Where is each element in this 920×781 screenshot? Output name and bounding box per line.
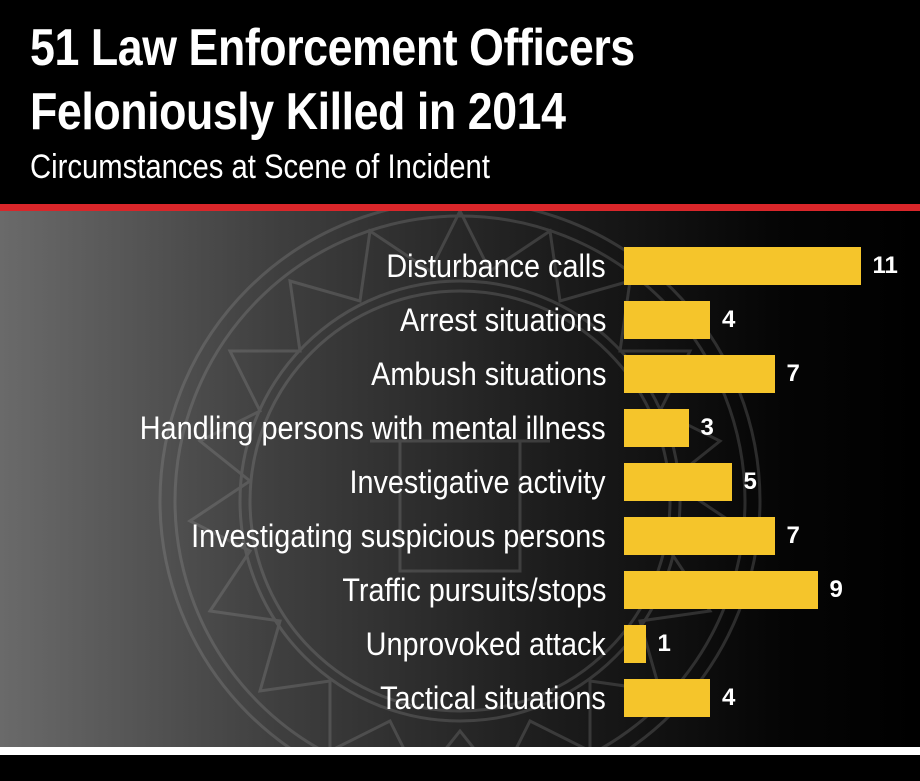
bar-row: Ambush situations 7: [0, 353, 920, 395]
category-label: Disturbance calls: [386, 248, 606, 284]
bar-row: Arrest situations 4: [0, 299, 920, 341]
category-label: Investigative activity: [349, 464, 606, 500]
value-label: 7: [786, 360, 800, 387]
bar-row: Handling persons with mental illness 3: [0, 407, 920, 449]
value-label: 3: [700, 414, 714, 441]
category-label: Ambush situations: [370, 356, 606, 392]
chart-title-line-2: Feloniously Killed in 2014: [30, 83, 566, 141]
bar-row: Disturbance calls 11: [0, 245, 920, 287]
category-label: Tactical situations: [380, 680, 606, 716]
chart-panel: Disturbance calls 11 Arrest situations 4 Amb…: [0, 211, 920, 747]
bar: [624, 301, 710, 339]
bar: [624, 409, 689, 447]
bar: [624, 247, 861, 285]
value-label: 4: [722, 684, 736, 711]
footer-band: [0, 755, 920, 781]
chart-subtitle: Circumstances at Scene of Incident: [30, 148, 490, 186]
bar-row: Traffic pursuits/stops 9: [0, 569, 920, 611]
category-label: Investigating suspicious persons: [191, 518, 606, 554]
bar: [624, 679, 710, 717]
value-label: 9: [829, 576, 843, 603]
white-divider: [0, 747, 920, 755]
header: 51 Law Enforcement Officers Feloniously …: [0, 0, 920, 204]
category-label: Traffic pursuits/stops: [341, 572, 606, 608]
value-label: 7: [786, 522, 800, 549]
value-label: 1: [657, 630, 671, 657]
value-label: 11: [872, 252, 898, 279]
category-label: Handling persons with mental illness: [140, 410, 606, 446]
bar-row: Investigating suspicious persons 7: [0, 515, 920, 557]
chart-title-line-1: 51 Law Enforcement Officers: [30, 19, 635, 77]
bar: [624, 571, 818, 609]
bar-row: Tactical situations 4: [0, 677, 920, 719]
value-label: 4: [722, 306, 736, 333]
bar: [624, 517, 775, 555]
bar-row: Unprovoked attack 1: [0, 623, 920, 665]
bar: [624, 625, 646, 663]
bar: [624, 463, 732, 501]
category-label: Unprovoked attack: [365, 626, 606, 662]
value-label: 5: [743, 468, 757, 495]
bar-row: Investigative activity 5: [0, 461, 920, 503]
category-label: Arrest situations: [399, 302, 606, 338]
red-divider: [0, 204, 920, 211]
bar: [624, 355, 775, 393]
